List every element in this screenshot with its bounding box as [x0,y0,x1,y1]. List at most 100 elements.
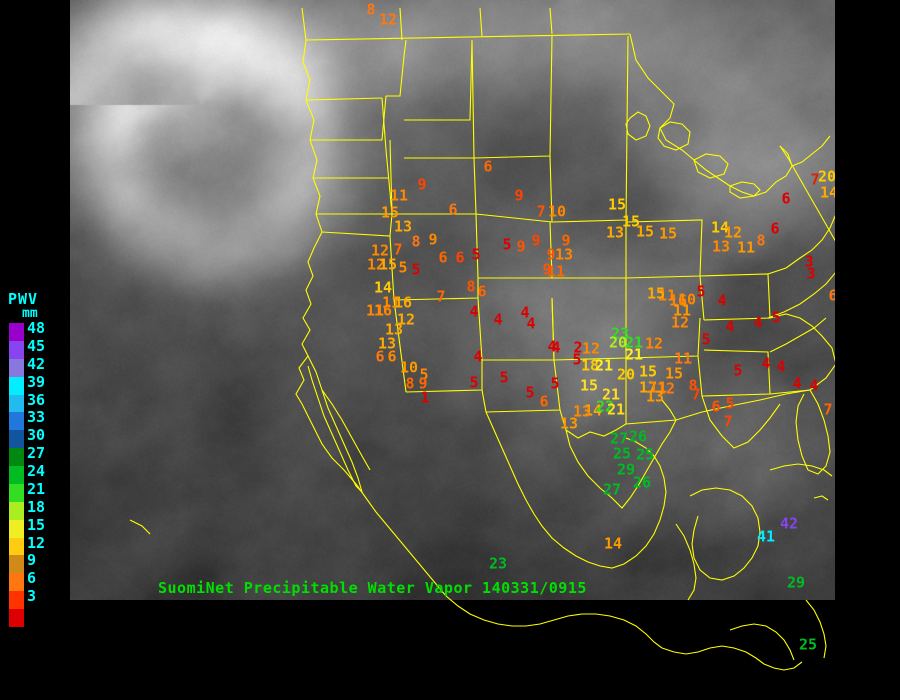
boundary-line [625,389,811,425]
pwv-station-value: 12 [378,10,398,29]
pwv-station-value: 4 [551,338,561,357]
pwv-station-value: 4 [473,347,483,366]
colorbar-swatch [9,412,24,431]
pwv-station-value: 6 [770,219,780,238]
pwv-station-value: 25 [612,444,632,463]
boundary-line [389,235,395,301]
pwv-station-value: 42 [779,514,799,533]
pwv-station-value: 12 [723,223,743,242]
product-title: SuomiNet Precipitable Water Vapor 140331… [158,579,587,597]
pwv-station-value: 16 [373,301,393,320]
pwv-station-value: 5 [398,258,408,277]
pwv-station-value: 9 [542,260,552,279]
pwv-station-value: 15 [378,255,398,274]
pwv-station-value: 14 [583,401,603,420]
pwv-station-value: 13 [645,387,665,406]
pwv-station-value: 6 [539,392,549,411]
colorbar-swatch [9,376,24,395]
boundary-line [779,145,835,242]
pwv-station-value: 4 [469,302,479,321]
boundary-line [805,599,827,659]
boundary-line [393,299,407,393]
pwv-station-value: 41 [756,527,776,546]
pwv-station-value: 7 [723,412,733,431]
pwv-station-value: 14 [373,278,393,297]
pwv-station-value: 16 [393,293,413,312]
pwv-station-value: 13 [711,237,731,256]
boundary-line [769,313,835,395]
boundary-line [701,395,781,449]
pwv-station-value: 13 [393,217,413,236]
pwv-station-value: 4 [753,313,763,332]
pwv-station-value: 5 [471,245,481,264]
colorbar-swatch [9,430,24,449]
pwv-station-value: 13 [384,320,404,339]
boundary-line [693,153,729,179]
pwv-station-value: 5 [696,282,706,301]
boundary-line [321,389,371,471]
colorbar-swatch [9,555,24,574]
pwv-station-value: 7 [823,400,833,419]
pwv-station-value: 4 [547,337,557,356]
boundary-line [399,7,403,41]
pwv-station-value: 23 [488,554,508,573]
colorbar-tick-label: 9 [27,551,37,570]
geopolitical-boundary-overlay [129,7,835,671]
pwv-station-value: 26 [632,473,652,492]
pwv-station-value: 9 [418,374,428,393]
pwv-station-value: 7 [436,287,446,306]
pwv-station-value: 4 [809,376,819,395]
pwv-station-value: 13 [377,334,397,353]
boundary-line [767,214,835,275]
boundary-line [477,297,483,361]
pwv-station-value: 25 [798,635,818,654]
pwv-station-value: 29 [616,460,636,479]
pwv-station-value: 11 [381,293,401,312]
boundary-line [769,317,827,353]
pwv-station-value: 7 [536,202,546,221]
boundary-line [625,111,651,141]
pwv-station-value: 15 [658,224,678,243]
colorbar-tick-label: 27 [27,444,46,463]
pwv-station-value: 6 [483,157,493,176]
pwv-colorbar-panel: PWV mm 48 45 42 39 36 33 30 27 24 21 18 15 12 9 6 3 [0,292,70,640]
boundary-line [551,297,555,361]
pwv-station-value: 15 [638,362,658,381]
pwv-station-value: 5 [550,374,560,393]
pwv-station-value: 8 [466,277,476,296]
pwv-station-value: 27 [609,429,629,448]
colorbar-tick-label: 36 [27,390,46,409]
pwv-station-value: 6 [828,286,835,305]
pwv-station-value: 6 [711,397,721,416]
pwv-station-value: 10 [547,202,567,221]
boundary-line [129,519,151,535]
colorbar-tick-label: 48 [27,319,46,337]
colorbar-tick-label: 45 [27,336,46,355]
boundary-line [657,121,691,151]
boundary-line [485,411,667,569]
pwv-station-value: 9 [514,186,524,205]
pwv-station-value: 14 [819,183,835,202]
pwv-station-value: 21 [624,333,644,352]
pwv-station-value: 5 [411,260,421,279]
pwv-station-value: 12 [644,334,664,353]
pwv-station-value: 8 [688,376,698,395]
station-value-layer: 8129116697101515131515141213118667207146… [70,0,835,700]
boundary-line [305,33,631,41]
pwv-station-value: 5 [725,394,735,413]
colorbar-swatch [9,609,24,627]
pwv-station-value: 5 [701,330,711,349]
boundary-line [307,355,364,494]
pwv-station-value: 2 [573,338,583,357]
pwv-station-value: 4 [776,357,786,376]
colorbar-swatch [9,466,24,484]
pwv-station-value: 7 [393,240,403,259]
colorbar-tick-label: 6 [27,569,37,588]
pwv-station-value: 5 [771,308,781,327]
pwv-station-value: 11 [673,349,693,368]
boundary-line [675,523,697,601]
colorbar-swatch [9,573,24,592]
boundary-line [813,495,829,501]
pwv-station-value: 8 [756,231,766,250]
pwv-station-value: 4 [717,291,727,310]
